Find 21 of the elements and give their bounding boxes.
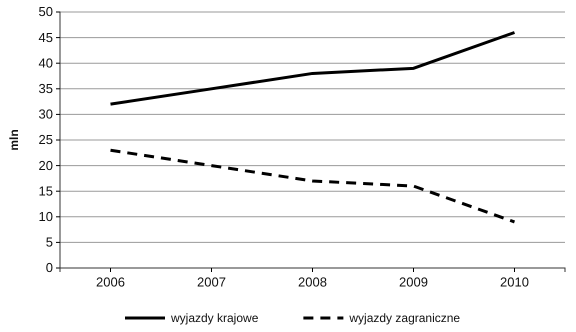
y-tick-label: 25	[38, 132, 53, 148]
x-tick-label: 2009	[399, 274, 428, 290]
y-tick-label: 50	[38, 4, 53, 20]
x-tick-label: 2007	[197, 274, 226, 290]
y-tick-label: 30	[38, 106, 53, 122]
line-series	[109, 148, 516, 224]
y-tick-label: 0	[46, 260, 53, 276]
y-tick-label: 10	[38, 208, 53, 224]
y-tick-label: 20	[38, 158, 53, 173]
legend-label: wyjazdy zagraniczne	[348, 311, 460, 325]
x-tick-label: 2010	[500, 274, 529, 290]
line-series	[109, 30, 516, 106]
y-tick-label: 40	[38, 55, 53, 70]
y-tick-label: 45	[38, 30, 53, 45]
x-tick-label: 2006	[96, 274, 125, 290]
legend-label: wyjazdy krajowe	[170, 311, 259, 325]
y-tick-label: 15	[38, 183, 53, 198]
x-tick-label: 2008	[298, 274, 327, 290]
y-tick-label: 5	[46, 234, 53, 250]
y-tick-label: 35	[38, 80, 53, 96]
y-axis-title: mln	[7, 129, 21, 151]
